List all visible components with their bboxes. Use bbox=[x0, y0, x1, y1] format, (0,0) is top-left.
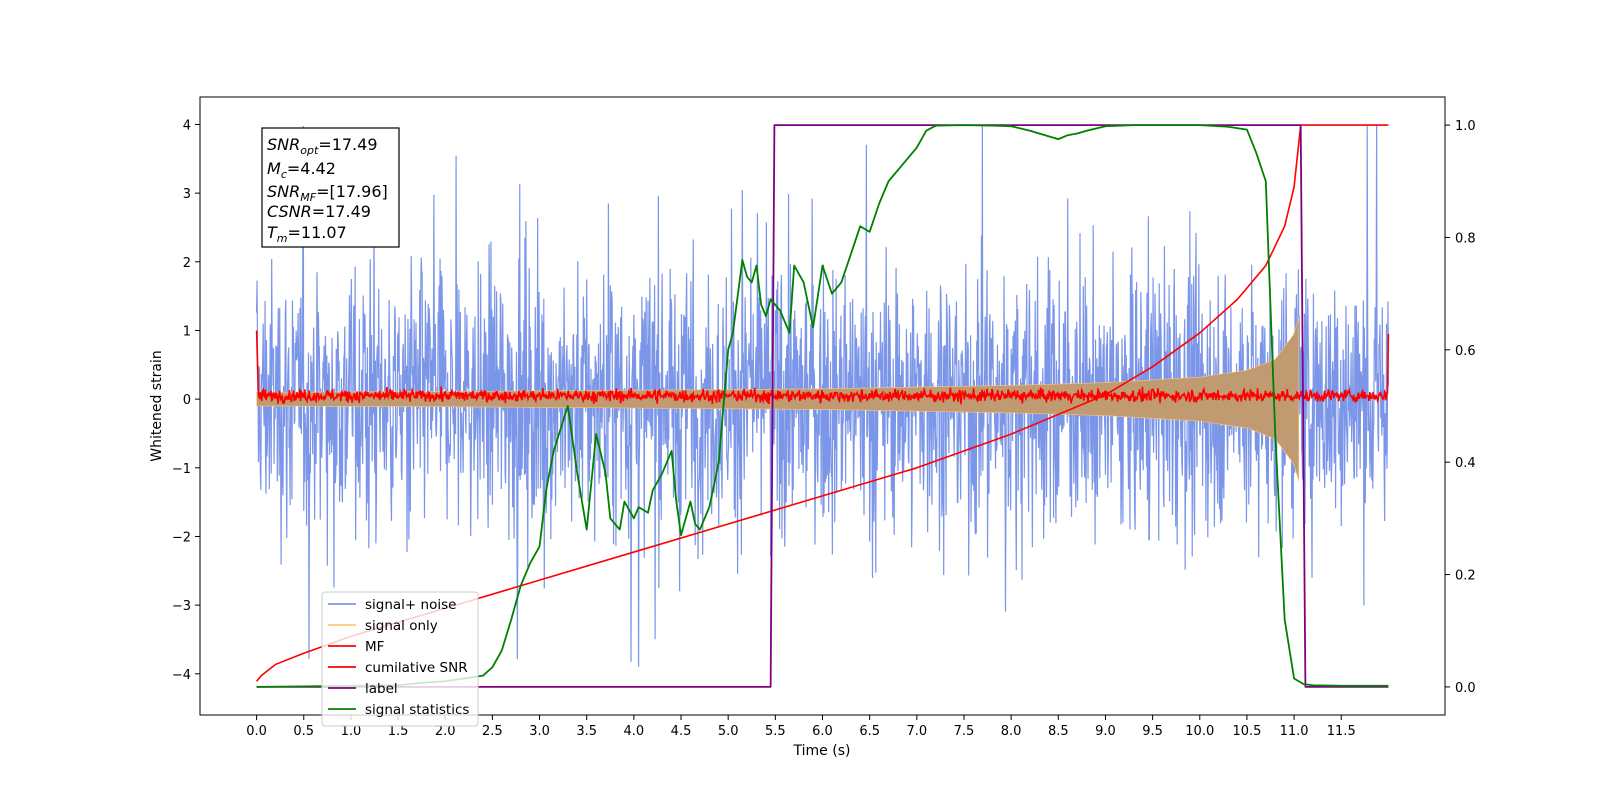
x-tick-label: 6.0 bbox=[812, 724, 833, 739]
x-tick-label: 6.5 bbox=[859, 724, 880, 739]
legend-label: signal statistics bbox=[365, 702, 469, 718]
legend-label: signal+ noise bbox=[365, 597, 456, 613]
y2-tick-label: 0.6 bbox=[1455, 344, 1476, 359]
y-tick-label: 4 bbox=[183, 118, 191, 133]
y2-tick-label: 0.4 bbox=[1455, 456, 1476, 471]
y2-tick-label: 0.2 bbox=[1455, 569, 1476, 584]
x-tick-label: 10.5 bbox=[1232, 724, 1261, 739]
x-tick-label: 0.0 bbox=[246, 724, 267, 739]
y-axis-left: 4 3 2 1 0 −1 −2 −3 −4 bbox=[172, 118, 200, 683]
series-cumulative-snr bbox=[255, 124, 1389, 682]
x-tick-label: 9.0 bbox=[1095, 724, 1116, 739]
y2-tick-label: 0.0 bbox=[1455, 681, 1476, 696]
y2-tick-label: 1.0 bbox=[1455, 119, 1476, 134]
y-tick-label: −3 bbox=[172, 599, 191, 614]
y2-tick-label: 0.8 bbox=[1455, 231, 1476, 246]
x-tick-label: 2.0 bbox=[435, 724, 456, 739]
y-tick-label: 0 bbox=[183, 393, 191, 408]
x-tick-label: 11.5 bbox=[1327, 724, 1356, 739]
x-tick-label: 1.0 bbox=[341, 724, 362, 739]
series-signal-statistics bbox=[256, 124, 1389, 688]
y-tick-label: 3 bbox=[183, 187, 191, 202]
x-tick-label: 11.0 bbox=[1280, 724, 1309, 739]
legend-frame bbox=[321, 591, 479, 727]
annotation-snr-opt: SNRopt=17.49 bbox=[267, 135, 378, 157]
legend-label: signal only bbox=[365, 618, 438, 634]
x-tick-label: 4.5 bbox=[671, 724, 692, 739]
y-tick-label: 2 bbox=[183, 256, 191, 271]
x-axis: 0.0 0.5 1.0 1.5 2.0 2.5 3.0 3.5 4.0 4.5 5.0 5.5 6.0 6… bbox=[246, 715, 1356, 739]
x-tick-label: 0.5 bbox=[293, 724, 314, 739]
x-tick-label: 8.0 bbox=[1001, 724, 1022, 739]
y-axis-label: Whitened strain bbox=[149, 350, 165, 461]
plot-area bbox=[255, 124, 1390, 688]
annotation-tm: Tm=11.07 bbox=[267, 223, 347, 245]
x-axis-label: Time (s) bbox=[793, 743, 851, 759]
x-tick-label: 1.5 bbox=[388, 724, 409, 739]
x-tick-label: 3.5 bbox=[576, 724, 597, 739]
x-tick-label: 5.5 bbox=[765, 724, 786, 739]
legend-label: MF bbox=[365, 639, 384, 655]
x-tick-label: 4.0 bbox=[624, 724, 645, 739]
legend-label: label bbox=[365, 681, 398, 697]
x-tick-label: 2.5 bbox=[482, 724, 503, 739]
x-tick-label: 3.0 bbox=[529, 724, 550, 739]
series-mf bbox=[255, 330, 1390, 405]
y-axis-right: 1.0 0.8 0.6 0.4 0.2 0.0 bbox=[1445, 119, 1476, 696]
annotation-csnr: CSNR=17.49 bbox=[267, 202, 371, 221]
x-tick-label: 7.0 bbox=[906, 724, 927, 739]
y-tick-label: 1 bbox=[183, 324, 191, 339]
x-tick-label: 10.0 bbox=[1185, 724, 1214, 739]
x-tick-label: 8.5 bbox=[1048, 724, 1069, 739]
x-tick-label: 5.0 bbox=[718, 724, 739, 739]
x-tick-label: 7.5 bbox=[954, 724, 975, 739]
y-tick-label: −1 bbox=[172, 462, 191, 477]
annotation-box: SNRopt=17.49 Mc=4.42 SNRMF=[17.96] CSNR=… bbox=[261, 127, 400, 248]
annotation-snr-mf: SNRMF=[17.96] bbox=[267, 182, 388, 204]
y-tick-label: −2 bbox=[172, 530, 191, 545]
legend: signal+ noise signal only MF cumilative SNR… bbox=[321, 591, 479, 727]
annotation-mc: Mc=4.42 bbox=[267, 159, 336, 181]
series-signal-noise bbox=[255, 125, 1390, 667]
series-label bbox=[256, 124, 1389, 688]
legend-label: cumilative SNR bbox=[365, 660, 468, 676]
y-tick-label: −4 bbox=[172, 668, 191, 683]
x-tick-label: 9.5 bbox=[1142, 724, 1163, 739]
